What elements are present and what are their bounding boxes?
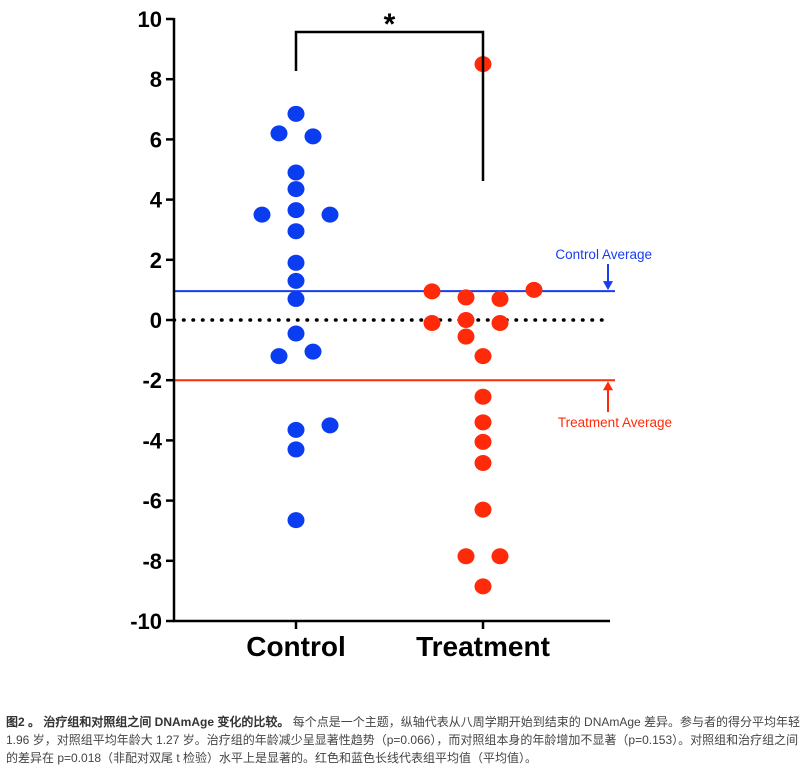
dnamage-scatter-chart: 10 8 6 4 2 0 -2 -4 -6 -8 -10 Control Treatment * Contr… (130, 7, 672, 662)
control-data-point (321, 206, 339, 223)
treatment-data-point (474, 578, 492, 595)
y-tick-label: 4 (150, 188, 163, 213)
treatment-data-point (423, 283, 441, 300)
treatment-data-point (525, 281, 543, 298)
control-data-point (287, 254, 305, 271)
treatment-data-point (491, 548, 509, 565)
treatment-data-point (457, 328, 475, 345)
caption-figure-label: 图2 。 治疗组和对照组之间 DNAmAge 变化的比较。 (6, 715, 290, 729)
figure-caption: 图2 。 治疗组和对照组之间 DNAmAge 变化的比较。 每个点是一个主题，纵… (6, 713, 801, 767)
x-category-label: Treatment (416, 631, 550, 662)
control-data-point (321, 417, 339, 434)
control-data-point (287, 421, 305, 438)
treatment-data-point (474, 348, 492, 365)
y-tick-label: 8 (150, 67, 162, 92)
treatment-data-point (474, 454, 492, 471)
treatment-data-point (474, 414, 492, 431)
y-tick-label: 2 (150, 248, 162, 273)
treatment-data-point (491, 315, 509, 332)
treatment-data-point (457, 289, 475, 306)
treatment-data-point (474, 501, 492, 518)
y-tick-label: 0 (150, 308, 162, 333)
y-tick-label: -6 (142, 489, 162, 514)
control-data-point (287, 272, 305, 289)
control-data-point (270, 348, 288, 365)
control-data-point (270, 125, 288, 142)
treatment-data-point (423, 315, 441, 332)
control-data-point (253, 206, 271, 223)
treatment-data-point (457, 548, 475, 565)
control-data-point (287, 441, 305, 458)
control-data-point (287, 512, 305, 529)
treatment-data-point (474, 388, 492, 405)
control-data-point (287, 223, 305, 240)
control-data-point (304, 343, 322, 360)
y-tick-label: -2 (142, 368, 162, 393)
y-tick-label: -8 (142, 549, 162, 574)
treatment-data-point (457, 312, 475, 328)
y-tick-label: 6 (150, 127, 162, 152)
control-data-point (287, 202, 305, 219)
y-tick-label: -10 (130, 609, 162, 634)
caption-text: 每个点是一个主题，纵轴代表从八周学期开始到结束的 DNAmAge 差异。参与者的… (6, 715, 801, 765)
control-data-point (287, 105, 305, 122)
y-tick-label: 10 (138, 7, 162, 32)
control-data-point (287, 181, 305, 198)
control-data-point (287, 164, 305, 181)
treatment-data-point (491, 290, 509, 307)
control-data-point (287, 290, 305, 307)
chart-figure: 10 8 6 4 2 0 -2 -4 -6 -8 -10 Control Treatment * Contr… (130, 7, 672, 662)
x-category-label: Control (246, 631, 346, 662)
y-tick-label: -4 (142, 428, 162, 453)
control-data-point (287, 325, 305, 342)
control-average-label: Control Average (555, 247, 652, 262)
control-average-arrow-head (603, 281, 613, 291)
treatment-average-arrow-head (603, 381, 613, 391)
significance-bracket (294, 30, 485, 181)
treatment-data-point (474, 433, 492, 450)
control-data-point (304, 128, 322, 145)
significance-star: * (384, 8, 396, 41)
treatment-average-label: Treatment Average (558, 415, 672, 430)
